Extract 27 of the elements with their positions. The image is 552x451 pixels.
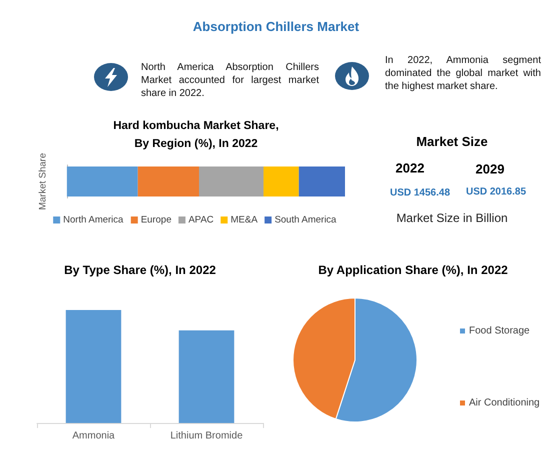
text: Market Size in Billion	[396, 211, 508, 225]
bar	[298, 166, 345, 197]
legend-label: Europe	[140, 214, 172, 226]
legend-label: Air Conditioning	[469, 398, 540, 408]
legend-label: ME&A	[230, 214, 258, 226]
chart-title: By Application Share (%), In 2022	[317, 262, 509, 279]
legend-label: South America	[274, 214, 338, 226]
text: North America Absorption Chillers Market accounted for largest market share in 2022.	[141, 61, 319, 100]
text: In 2022, Ammonia segment dominated the global market with the highest market share.	[385, 54, 541, 93]
chart-title: Hard kombucha Market Share, By Region (%), In 2022	[112, 119, 280, 152]
bar	[264, 166, 299, 197]
bar	[138, 166, 199, 197]
bar	[199, 166, 264, 197]
chart-title: By Type Share (%), In 2022	[63, 262, 217, 279]
text: 2029	[476, 162, 504, 176]
text: USD 2016.85	[466, 186, 526, 198]
text: Absorption Chillers Market	[192, 18, 360, 36]
text: USD 1456.48	[390, 188, 450, 198]
text: Market Size	[415, 133, 489, 151]
x-tick-label: Ammonia	[72, 430, 116, 442]
legend-label: APAC	[188, 214, 214, 226]
bar	[66, 166, 138, 197]
text: 2022	[396, 160, 424, 176]
x-tick-label: Lithium Bromide	[170, 430, 244, 442]
legend-label: Food Storage	[469, 326, 530, 336]
y-axis-title: Market Share	[38, 152, 48, 210]
legend-label: North America	[63, 214, 124, 226]
